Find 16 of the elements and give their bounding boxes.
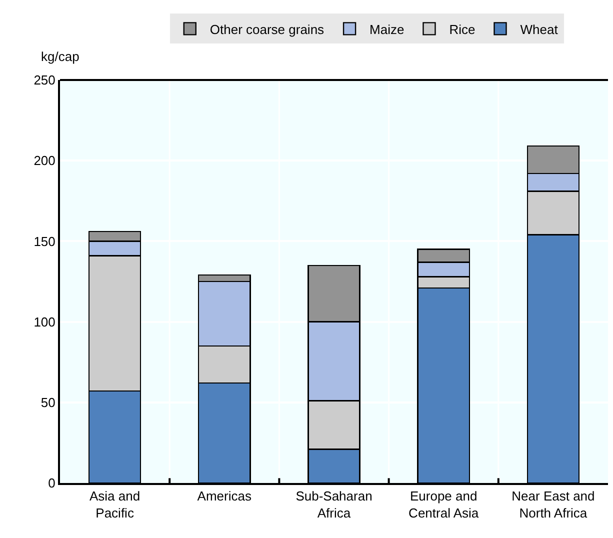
y-axis-title: kg/cap: [41, 49, 80, 64]
x-tick-label: Sub-Saharan Africa: [296, 488, 372, 520]
y-tick-label: 100: [34, 314, 56, 330]
legend-label: Maize: [370, 22, 404, 37]
y-tick-label: 0: [48, 476, 56, 491]
y-tick-label: 200: [34, 153, 56, 168]
y-tick-label: 50: [40, 394, 56, 410]
y-tick-label: 150: [34, 234, 56, 249]
legend-label: Other coarse grains: [210, 22, 325, 37]
x-tick-label: Asia and Pacific: [90, 488, 140, 520]
y-tick-label: 250: [34, 72, 56, 88]
legend-label: Rice: [449, 22, 476, 37]
x-tick-label: Europe and Central Asia: [408, 488, 480, 520]
x-tick-label: Near East and North Africa: [512, 488, 595, 520]
legend-label: Wheat: [520, 22, 558, 37]
x-tick-label: Americas: [197, 488, 252, 504]
